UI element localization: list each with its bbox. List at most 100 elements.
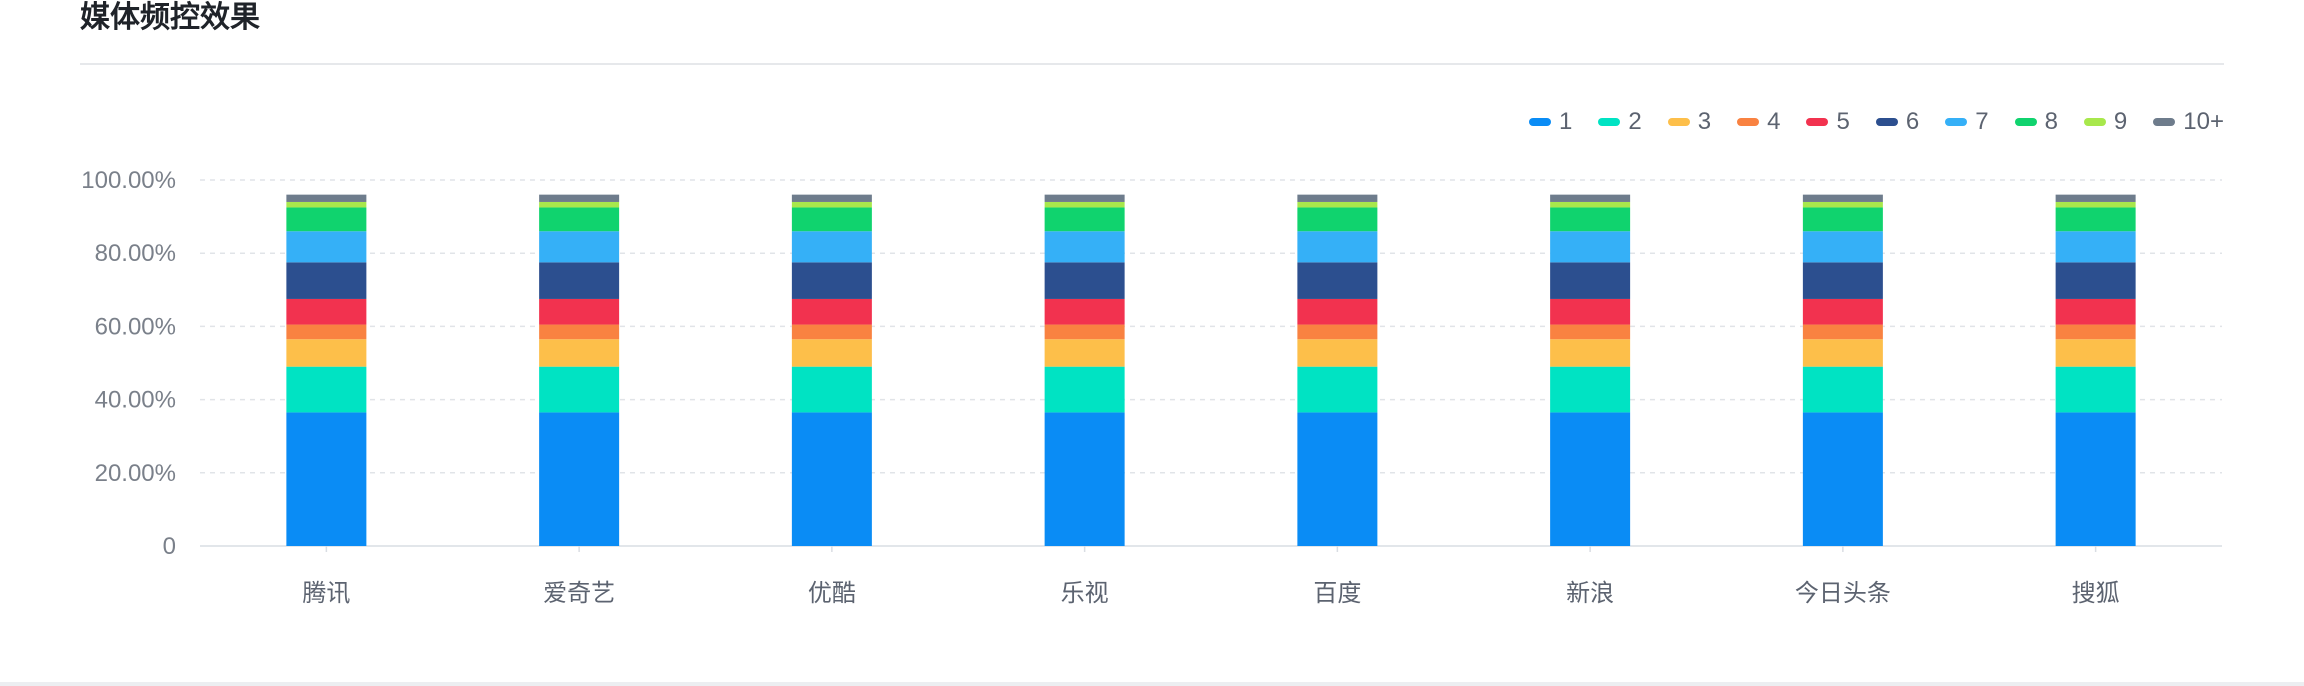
- bar-segment-10+[interactable]: [1044, 194, 1125, 202]
- legend-item-1[interactable]: 1: [1529, 108, 1572, 136]
- bar-segment-6[interactable]: [1550, 262, 1631, 299]
- legend-item-5[interactable]: 5: [1806, 108, 1850, 136]
- bar-segment-8[interactable]: [791, 207, 872, 232]
- bar-segment-10+[interactable]: [2055, 194, 2136, 202]
- bar-segment-4[interactable]: [1297, 324, 1378, 340]
- bar-segment-2[interactable]: [2055, 366, 2136, 413]
- bar-segment-3[interactable]: [2055, 339, 2136, 367]
- bar-segment-7[interactable]: [1044, 231, 1125, 263]
- bar-segment-2[interactable]: [1044, 366, 1125, 413]
- bar-segment-7[interactable]: [791, 231, 872, 263]
- bar-segment-5[interactable]: [791, 298, 872, 325]
- bar-segment-1[interactable]: [1044, 412, 1125, 546]
- bar-segment-2[interactable]: [1550, 366, 1631, 413]
- bar-segment-5[interactable]: [1297, 298, 1378, 325]
- bar-segment-1[interactable]: [791, 412, 872, 546]
- bar-segment-9[interactable]: [1802, 201, 1883, 208]
- bar-segment-8[interactable]: [1044, 207, 1125, 232]
- bar-segment-7[interactable]: [1550, 231, 1631, 263]
- bar-segment-1[interactable]: [1550, 412, 1631, 546]
- bar-segment-7[interactable]: [2055, 231, 2136, 263]
- x-tick-label: 百度: [1313, 579, 1361, 607]
- bar-segment-8[interactable]: [2055, 207, 2136, 232]
- bar-segment-3[interactable]: [791, 339, 872, 367]
- bar-segment-6[interactable]: [2055, 262, 2136, 299]
- bar-segment-10+[interactable]: [1550, 194, 1631, 202]
- bar-segment-1[interactable]: [2055, 412, 2136, 546]
- bar-segment-5[interactable]: [1044, 298, 1125, 325]
- legend-item-6[interactable]: 6: [1875, 108, 1920, 136]
- bar-segment-4[interactable]: [2055, 324, 2136, 340]
- bar-segment-9[interactable]: [539, 201, 620, 208]
- bar-segment-1[interactable]: [539, 412, 620, 546]
- bar-segment-5[interactable]: [286, 298, 367, 325]
- bar-segment-3[interactable]: [286, 339, 367, 367]
- bar-segment-3[interactable]: [1297, 339, 1378, 367]
- bar-segment-5[interactable]: [1550, 298, 1631, 325]
- bar-segment-6[interactable]: [539, 262, 620, 299]
- legend-label: 6: [1905, 108, 1920, 135]
- bar-segment-4[interactable]: [1550, 324, 1631, 340]
- bar-segment-9[interactable]: [1550, 201, 1631, 208]
- bar-segment-10+[interactable]: [539, 194, 620, 202]
- bar-segment-8[interactable]: [286, 207, 367, 232]
- bar-segment-9[interactable]: [791, 201, 872, 208]
- legend-item-7[interactable]: 7: [1945, 108, 1989, 136]
- bar-segment-8[interactable]: [1802, 207, 1883, 232]
- y-tick-label: 60.00%: [95, 313, 176, 340]
- bar-segment-9[interactable]: [2055, 201, 2136, 208]
- bar-segment-10+[interactable]: [1297, 194, 1378, 202]
- bar-segment-7[interactable]: [286, 231, 367, 263]
- bar-segment-5[interactable]: [539, 298, 620, 325]
- bar-segment-1[interactable]: [1802, 412, 1883, 546]
- bar-segment-2[interactable]: [791, 366, 872, 413]
- bar-segment-7[interactable]: [539, 231, 620, 263]
- bar-segment-4[interactable]: [539, 324, 620, 340]
- bar-segment-9[interactable]: [1044, 201, 1125, 208]
- bar-segment-2[interactable]: [539, 366, 620, 413]
- bar-segment-3[interactable]: [1044, 339, 1125, 367]
- legend-label: 5: [1836, 108, 1850, 135]
- bar-segment-4[interactable]: [1044, 324, 1125, 340]
- title-divider: [80, 63, 2224, 65]
- bar-segment-10+[interactable]: [286, 194, 367, 202]
- bar-segment-8[interactable]: [1297, 207, 1378, 232]
- bar-segment-2[interactable]: [1297, 366, 1378, 413]
- bar-segment-6[interactable]: [1802, 262, 1883, 299]
- bar-segment-1[interactable]: [1297, 412, 1378, 546]
- legend-swatch: [1945, 118, 1968, 126]
- legend-item-2[interactable]: 2: [1598, 108, 1642, 136]
- bar-segment-6[interactable]: [791, 262, 872, 299]
- bar-segment-3[interactable]: [539, 339, 620, 367]
- bar-segment-6[interactable]: [286, 262, 367, 299]
- bar-segment-5[interactable]: [2055, 298, 2136, 325]
- bar-segment-3[interactable]: [1550, 339, 1631, 367]
- bar-segment-8[interactable]: [539, 207, 620, 232]
- bar-segment-7[interactable]: [1297, 231, 1378, 263]
- bar-segment-6[interactable]: [1297, 262, 1378, 299]
- bar-segment-5[interactable]: [1802, 298, 1883, 325]
- bar-segment-10+[interactable]: [791, 194, 872, 202]
- bar-segment-1[interactable]: [286, 412, 367, 546]
- bottom-divider: [0, 682, 2304, 686]
- bar-segment-10+[interactable]: [1802, 194, 1883, 202]
- bar-segment-7[interactable]: [1802, 231, 1883, 263]
- bar-segment-3[interactable]: [1802, 339, 1883, 367]
- legend-item-3[interactable]: 3: [1667, 108, 1711, 136]
- bar-segment-2[interactable]: [1802, 366, 1883, 413]
- legend-item-10+[interactable]: 10+: [2153, 108, 2224, 136]
- legend-item-8[interactable]: 8: [2014, 108, 2058, 136]
- legend-item-4[interactable]: 4: [1737, 108, 1780, 136]
- x-tick-label: 今日头条: [1795, 579, 1891, 607]
- bar-segment-8[interactable]: [1550, 207, 1631, 232]
- bar-segment-9[interactable]: [286, 201, 367, 208]
- legend-item-9[interactable]: 9: [2083, 108, 2127, 136]
- bar-segment-2[interactable]: [286, 366, 367, 413]
- bar-segment-9[interactable]: [1297, 201, 1378, 208]
- bar-segment-4[interactable]: [1802, 324, 1883, 340]
- legend-label: 4: [1767, 108, 1781, 135]
- bar-segment-4[interactable]: [791, 324, 872, 340]
- chart-legend: 1 2 3 4 5 6 7 8 9 10+: [1529, 108, 2224, 136]
- bar-segment-4[interactable]: [286, 324, 367, 340]
- bar-segment-6[interactable]: [1044, 262, 1125, 299]
